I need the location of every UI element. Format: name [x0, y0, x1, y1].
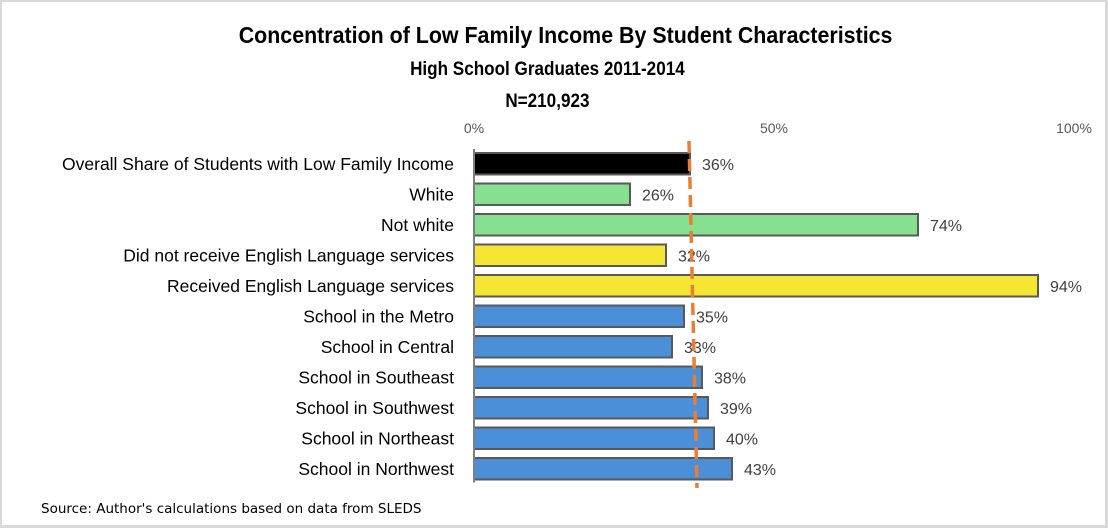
bar	[473, 365, 703, 389]
category-label: School in the Metro	[303, 306, 454, 326]
category-label: Not white	[381, 215, 454, 235]
category-label: White	[409, 184, 454, 204]
reference-line	[687, 140, 699, 489]
data-label: 43%	[744, 462, 776, 479]
bar	[473, 335, 673, 359]
category-label: School in Southwest	[295, 398, 454, 418]
x-tick-label: 100%	[1056, 120, 1092, 136]
x-tick-label: 0%	[464, 120, 484, 136]
data-label: 39%	[720, 401, 752, 418]
bar	[473, 396, 709, 420]
bar	[473, 304, 685, 328]
chart-sample-size: N=210,923	[505, 91, 590, 112]
bar	[473, 274, 1039, 298]
data-label: 94%	[1050, 279, 1082, 296]
x-tick-label: 50%	[760, 120, 788, 136]
category-label: School in Northwest	[298, 459, 454, 479]
bar	[473, 182, 631, 206]
source-note: Source: Author's calculations based on d…	[41, 501, 422, 517]
bar	[473, 213, 919, 237]
chart-title: Concentration of Low Family Income By St…	[238, 22, 893, 48]
data-label: 36%	[702, 157, 734, 174]
data-label: 38%	[714, 370, 746, 387]
category-label: Received English Language services	[167, 276, 454, 296]
bar	[473, 243, 667, 267]
data-label: 40%	[726, 431, 758, 448]
data-label: 26%	[642, 187, 674, 204]
data-label: 32%	[678, 248, 710, 265]
chart-subtitle: High School Graduates 2011-2014	[410, 59, 685, 80]
bar	[473, 457, 733, 481]
data-label: 33%	[684, 340, 716, 357]
data-label: 74%	[930, 218, 962, 235]
category-label: School in Southeast	[298, 367, 454, 387]
bar	[473, 152, 691, 176]
bar	[473, 426, 715, 450]
category-label: School in Central	[321, 337, 454, 357]
data-label: 35%	[696, 309, 728, 326]
category-label: School in Northeast	[301, 428, 454, 448]
category-label: Overall Share of Students with Low Famil…	[62, 154, 454, 174]
category-label: Did not receive English Language service…	[123, 245, 454, 265]
